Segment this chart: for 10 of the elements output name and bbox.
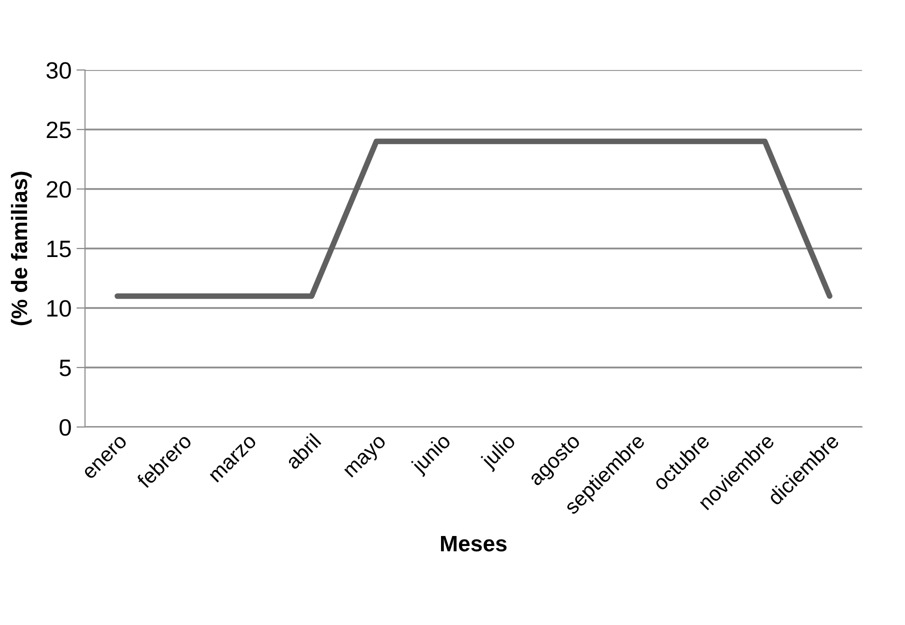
x-axis-title: Meses xyxy=(441,536,507,552)
y-tick-label: 20 xyxy=(46,181,71,198)
y-tick-label: 5 xyxy=(60,360,71,376)
y-tick-label: 10 xyxy=(47,300,71,317)
x-tick-label: julio xyxy=(479,432,519,472)
y-axis-title: (% de familias) xyxy=(10,172,32,326)
y-tick-label: 30 xyxy=(46,62,71,79)
y-tick-label: 0 xyxy=(60,419,71,436)
y-tick-label: 25 xyxy=(46,122,71,138)
y-tick-label: 15 xyxy=(47,240,71,258)
